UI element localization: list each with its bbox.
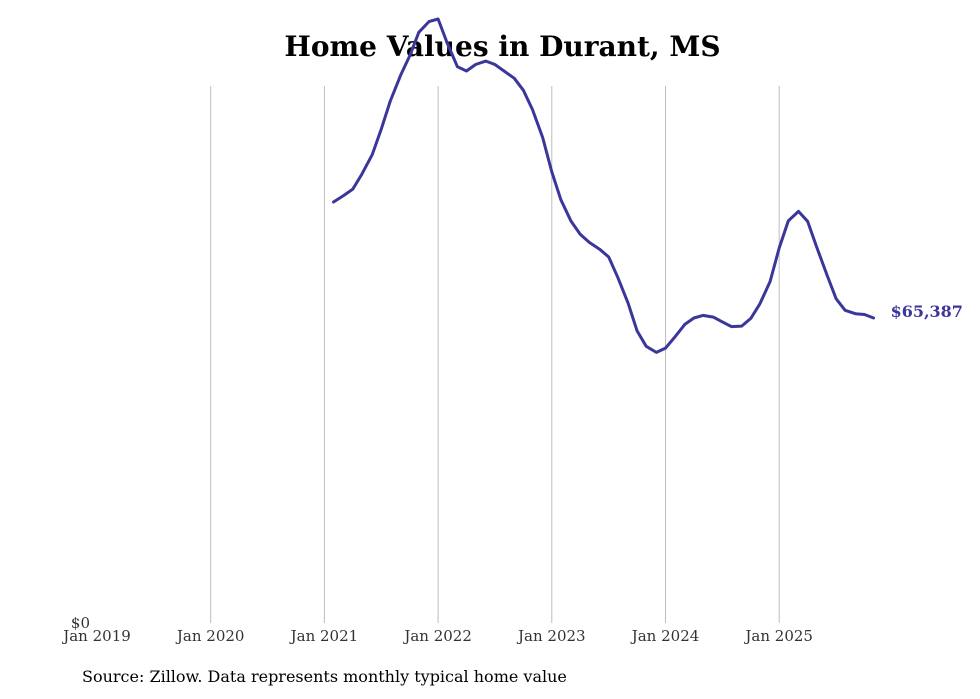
series-line [332, 17, 876, 354]
x-axis: Jan 2019 Jan 2020 Jan 2021 Jan 2022 Jan 2023… [61, 627, 813, 645]
x-tick-label: Jan 2019 [61, 627, 131, 645]
x-tick-label: Jan 2025 [743, 627, 813, 645]
x-tick-label: Jan 2021 [289, 627, 359, 645]
y-tick-label: $0 [71, 614, 90, 632]
gridlines [210, 86, 780, 623]
x-tick-label: Jan 2023 [516, 627, 586, 645]
series-layer: $65,387 [332, 17, 963, 354]
x-tick-label: Jan 2024 [630, 627, 700, 645]
x-tick-label: Jan 2020 [175, 627, 245, 645]
x-tick-label: Jan 2022 [402, 627, 472, 645]
y-axis: $0 [71, 614, 90, 632]
source-note: Source: Zillow. Data represents monthly … [82, 667, 567, 686]
chart-title: Home Values in Durant, MS [284, 30, 721, 63]
series-end-label: $65,387 [891, 302, 963, 321]
